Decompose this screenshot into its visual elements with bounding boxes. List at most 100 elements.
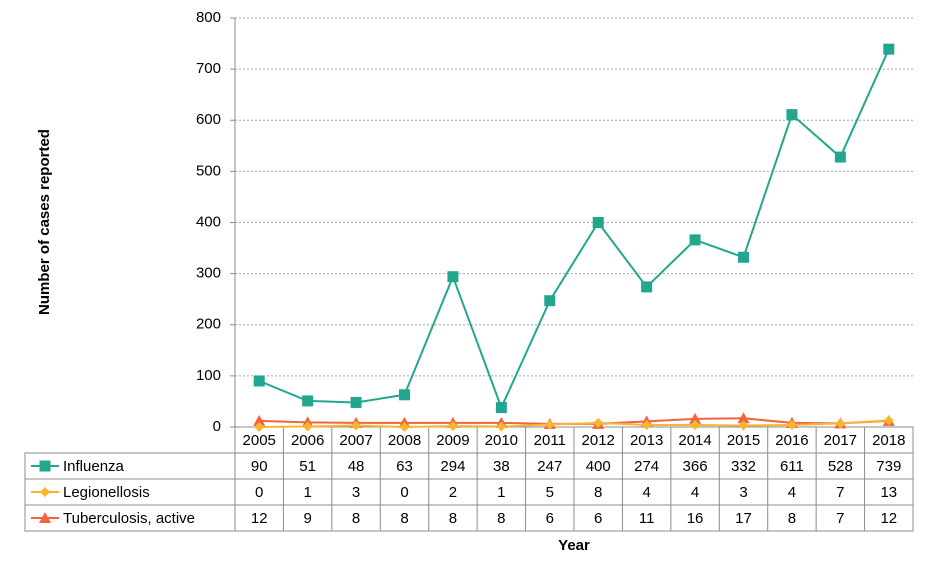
y-tick-label: 800 [196, 9, 221, 26]
marker [593, 417, 604, 428]
x-tick-label: 2011 [534, 432, 566, 449]
marker [351, 420, 362, 431]
table-value: 8 [594, 484, 602, 501]
x-tick-label: 2014 [678, 432, 711, 449]
marker [302, 421, 313, 432]
y-tick-label: 100 [196, 367, 221, 384]
marker [689, 412, 702, 424]
y-tick-label: 200 [196, 316, 221, 333]
table-value: 51 [299, 458, 316, 475]
table-value: 9 [303, 510, 311, 527]
x-tick-label: 2009 [436, 432, 469, 449]
legend-label: Influenza [63, 458, 125, 475]
marker [253, 414, 266, 426]
x-tick-label: 2012 [582, 432, 615, 449]
table-value: 2 [449, 484, 457, 501]
marker [738, 420, 749, 431]
table-value: 274 [634, 458, 659, 475]
table-value: 7 [836, 510, 844, 527]
marker [834, 151, 846, 163]
y-tick-label: 700 [196, 60, 221, 77]
x-tick-label: 2013 [630, 432, 663, 449]
marker [883, 415, 894, 426]
marker [302, 395, 314, 407]
marker [689, 234, 701, 246]
legend-marker [39, 512, 51, 523]
marker [447, 420, 458, 431]
marker [544, 295, 556, 307]
marker [350, 396, 362, 408]
marker [253, 375, 265, 387]
table-value: 611 [780, 458, 804, 475]
legend-label: Tuberculosis, active [63, 510, 195, 527]
table-value: 63 [396, 458, 413, 475]
y-axis-title: Number of cases reported [36, 129, 53, 315]
table-value: 8 [352, 510, 360, 527]
table-value: 332 [731, 458, 756, 475]
table-value: 1 [303, 484, 311, 501]
x-tick-label: 2018 [872, 432, 905, 449]
table-value: 7 [836, 484, 844, 501]
x-tick-label: 2008 [388, 432, 421, 449]
marker [399, 422, 410, 432]
marker [641, 419, 652, 430]
series-line [258, 48, 890, 411]
table-value: 6 [594, 510, 602, 527]
table-value: 5 [546, 484, 554, 501]
table-value: 4 [642, 484, 650, 501]
series-line [259, 419, 889, 429]
x-tick-label: 2017 [824, 432, 857, 449]
table-value: 4 [788, 484, 796, 501]
y-tick-label: 0 [213, 418, 221, 435]
table-value: 0 [400, 484, 408, 501]
table-value: 16 [687, 510, 704, 527]
table-value: 13 [880, 484, 897, 501]
table-value: 12 [880, 510, 897, 527]
table-value: 12 [251, 510, 268, 527]
marker [495, 402, 507, 414]
table-value: 17 [735, 510, 752, 527]
table-value: 739 [876, 458, 901, 475]
marker [737, 412, 750, 424]
table-value: 528 [828, 458, 853, 475]
marker [690, 419, 701, 430]
x-tick-label: 2010 [485, 432, 518, 449]
table-value: 6 [546, 510, 554, 527]
marker [641, 281, 653, 293]
table-value: 3 [739, 484, 747, 501]
marker [883, 43, 895, 55]
table-value: 366 [683, 458, 708, 475]
x-tick-label: 2006 [291, 432, 324, 449]
table-value: 0 [255, 484, 263, 501]
table-value: 4 [691, 484, 699, 501]
y-tick-label: 300 [196, 265, 221, 282]
marker [544, 419, 555, 430]
marker [399, 389, 410, 401]
y-tick-label: 500 [196, 162, 221, 179]
y-tick-label: 400 [196, 213, 221, 230]
marker [496, 421, 507, 432]
y-tick-label: 600 [196, 111, 221, 128]
table-value: 90 [251, 458, 268, 475]
table-value: 11 [639, 510, 655, 527]
table-value: 38 [493, 458, 510, 475]
table-value: 1 [497, 484, 505, 501]
legend-marker [40, 487, 50, 497]
table-value: 3 [352, 484, 360, 501]
table-value: 8 [497, 510, 505, 527]
table-value: 294 [440, 458, 465, 475]
x-tick-label: 2007 [339, 432, 372, 449]
table-value: 48 [348, 458, 365, 475]
marker [254, 422, 265, 432]
marker [738, 251, 749, 263]
x-tick-label: 2005 [243, 432, 276, 449]
table-value: 8 [788, 510, 796, 527]
marker [447, 271, 459, 283]
table-value: 8 [449, 510, 457, 527]
x-tick-label: 2015 [727, 432, 760, 449]
table-value: 8 [400, 510, 408, 527]
marker [592, 217, 604, 228]
legend-marker [39, 460, 51, 472]
